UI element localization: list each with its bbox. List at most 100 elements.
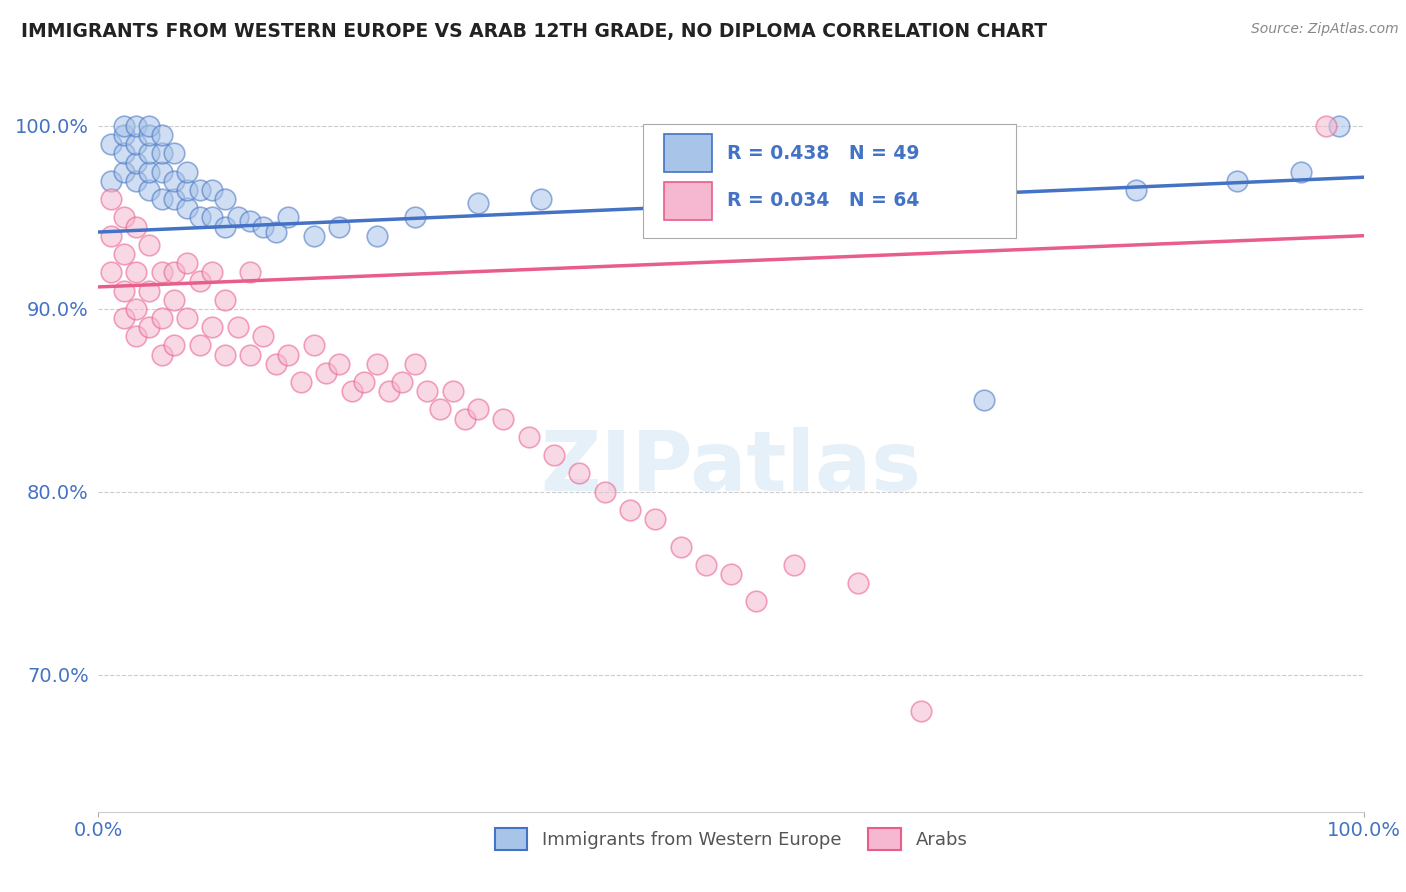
Point <box>441 384 464 399</box>
Point <box>669 540 692 554</box>
Point <box>150 347 173 362</box>
Point <box>644 512 666 526</box>
Point <box>530 192 553 206</box>
Point <box>150 310 173 325</box>
Text: R = 0.034   N = 64: R = 0.034 N = 64 <box>727 192 920 211</box>
Point <box>353 375 375 389</box>
Point <box>125 301 148 316</box>
Point <box>1226 174 1249 188</box>
Point <box>100 174 122 188</box>
Point <box>226 211 249 225</box>
Point <box>176 164 198 178</box>
Point <box>1327 119 1350 133</box>
Point <box>214 347 236 362</box>
Legend: Immigrants from Western Europe, Arabs: Immigrants from Western Europe, Arabs <box>488 821 974 857</box>
Point <box>201 320 224 334</box>
Point <box>188 211 211 225</box>
Point <box>378 384 401 399</box>
Point <box>188 274 211 288</box>
Point <box>695 558 717 572</box>
Point <box>163 293 186 307</box>
Point <box>467 195 489 210</box>
Point <box>214 192 236 206</box>
Point <box>188 183 211 197</box>
Point <box>239 265 262 279</box>
Point <box>188 338 211 352</box>
Point <box>125 265 148 279</box>
Point <box>163 265 186 279</box>
Point <box>125 155 148 169</box>
Point <box>112 211 135 225</box>
Point <box>783 192 806 206</box>
Point <box>150 192 173 206</box>
Text: IMMIGRANTS FROM WESTERN EUROPE VS ARAB 12TH GRADE, NO DIPLOMA CORRELATION CHART: IMMIGRANTS FROM WESTERN EUROPE VS ARAB 1… <box>21 22 1047 41</box>
Point <box>150 128 173 142</box>
Point <box>150 146 173 161</box>
Point <box>340 384 363 399</box>
Point <box>201 265 224 279</box>
Point <box>138 119 160 133</box>
Point <box>252 329 274 343</box>
Point <box>150 265 173 279</box>
Point <box>315 366 337 380</box>
Point <box>366 357 388 371</box>
Point <box>517 430 540 444</box>
Bar <box>664 182 711 220</box>
Point <box>163 174 186 188</box>
Point <box>176 310 198 325</box>
Point <box>1289 164 1312 178</box>
Point <box>138 146 160 161</box>
Point <box>328 357 350 371</box>
Point <box>138 284 160 298</box>
Point <box>163 192 186 206</box>
Point <box>125 119 148 133</box>
Point <box>176 183 198 197</box>
Point <box>125 174 148 188</box>
Point <box>290 375 312 389</box>
Point <box>176 201 198 215</box>
Point <box>745 594 768 608</box>
Point <box>429 402 451 417</box>
Point <box>910 704 932 718</box>
Text: R = 0.438   N = 49: R = 0.438 N = 49 <box>727 144 920 163</box>
Point <box>214 219 236 234</box>
Point <box>125 329 148 343</box>
Point <box>125 219 148 234</box>
FancyBboxPatch shape <box>643 124 1015 237</box>
Point <box>593 484 616 499</box>
Point <box>404 211 426 225</box>
Point <box>391 375 413 389</box>
Point <box>163 146 186 161</box>
Point <box>366 228 388 243</box>
Point <box>201 183 224 197</box>
Point <box>720 567 742 582</box>
Point <box>100 228 122 243</box>
Point <box>302 338 325 352</box>
Point <box>467 402 489 417</box>
Point <box>1125 183 1147 197</box>
Point <box>112 284 135 298</box>
Point <box>125 137 148 152</box>
Point <box>492 411 515 425</box>
Point <box>112 310 135 325</box>
Point <box>163 338 186 352</box>
Point <box>138 237 160 252</box>
Point <box>112 119 135 133</box>
Point <box>138 128 160 142</box>
Point <box>239 347 262 362</box>
Point <box>277 347 299 362</box>
Point <box>264 225 287 239</box>
Point <box>416 384 439 399</box>
Point <box>454 411 477 425</box>
Point <box>100 265 122 279</box>
Point <box>214 293 236 307</box>
Point <box>226 320 249 334</box>
Point <box>112 247 135 261</box>
Text: Source: ZipAtlas.com: Source: ZipAtlas.com <box>1251 22 1399 37</box>
Bar <box>664 135 711 172</box>
Point <box>138 164 160 178</box>
Point <box>100 137 122 152</box>
Point <box>138 320 160 334</box>
Point <box>568 467 591 481</box>
Point <box>277 211 299 225</box>
